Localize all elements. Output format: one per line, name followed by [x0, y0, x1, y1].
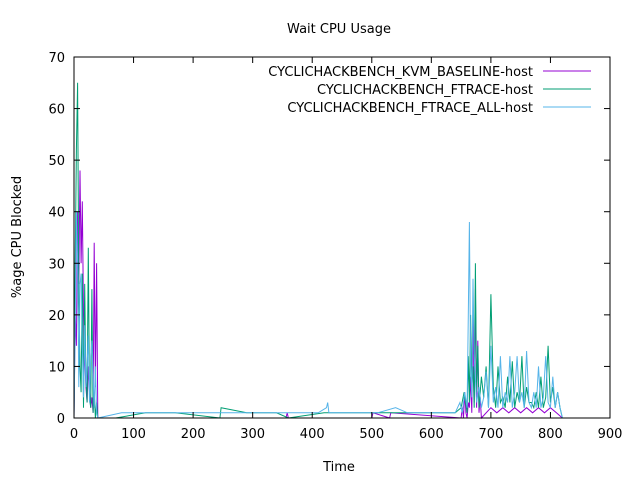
x-tick-label: 700: [478, 427, 503, 442]
series-line-2: [73, 82, 563, 419]
x-tick-label: 400: [300, 427, 325, 442]
x-axis-label: Time: [322, 460, 355, 475]
series-layer: [73, 82, 563, 420]
y-axis-label: %age CPU Blocked: [10, 176, 25, 298]
y-tick-label: 40: [48, 206, 65, 221]
legend-label: CYCLICHACKBENCH_FTRACE-host: [317, 83, 533, 98]
y-tick-label: 10: [48, 360, 65, 375]
x-tick-label: 0: [70, 427, 78, 442]
x-tick-label: 300: [240, 427, 265, 442]
y-tick-label: 0: [57, 412, 65, 427]
y-tick-label: 30: [48, 257, 65, 272]
series-line-3: [73, 211, 563, 419]
x-tick-label: 900: [598, 427, 623, 442]
legend-label: CYCLICHACKBENCH_KVM_BASELINE-host: [268, 65, 533, 80]
y-tick-label: 60: [48, 103, 65, 118]
x-tick-label: 500: [359, 427, 384, 442]
plot-frame: [73, 56, 611, 419]
y-tick-label: 70: [48, 51, 65, 66]
x-tick-label: 600: [419, 427, 444, 442]
legend: CYCLICHACKBENCH_KVM_BASELINE-host CYCLICH…: [268, 65, 591, 116]
chart-title: Wait CPU Usage: [287, 22, 391, 37]
ticks-layer: 0 100 200 300 400 500 600 700 800 900 0 10 20 30 40 50 6…: [48, 51, 622, 442]
x-tick-label: 800: [538, 427, 563, 442]
y-tick-label: 50: [48, 154, 65, 169]
y-tick-label: 20: [48, 309, 65, 324]
x-tick-label: 200: [181, 427, 206, 442]
legend-label: CYCLICHACKBENCH_FTRACE_ALL-host: [287, 101, 533, 116]
x-tick-label: 100: [121, 427, 146, 442]
